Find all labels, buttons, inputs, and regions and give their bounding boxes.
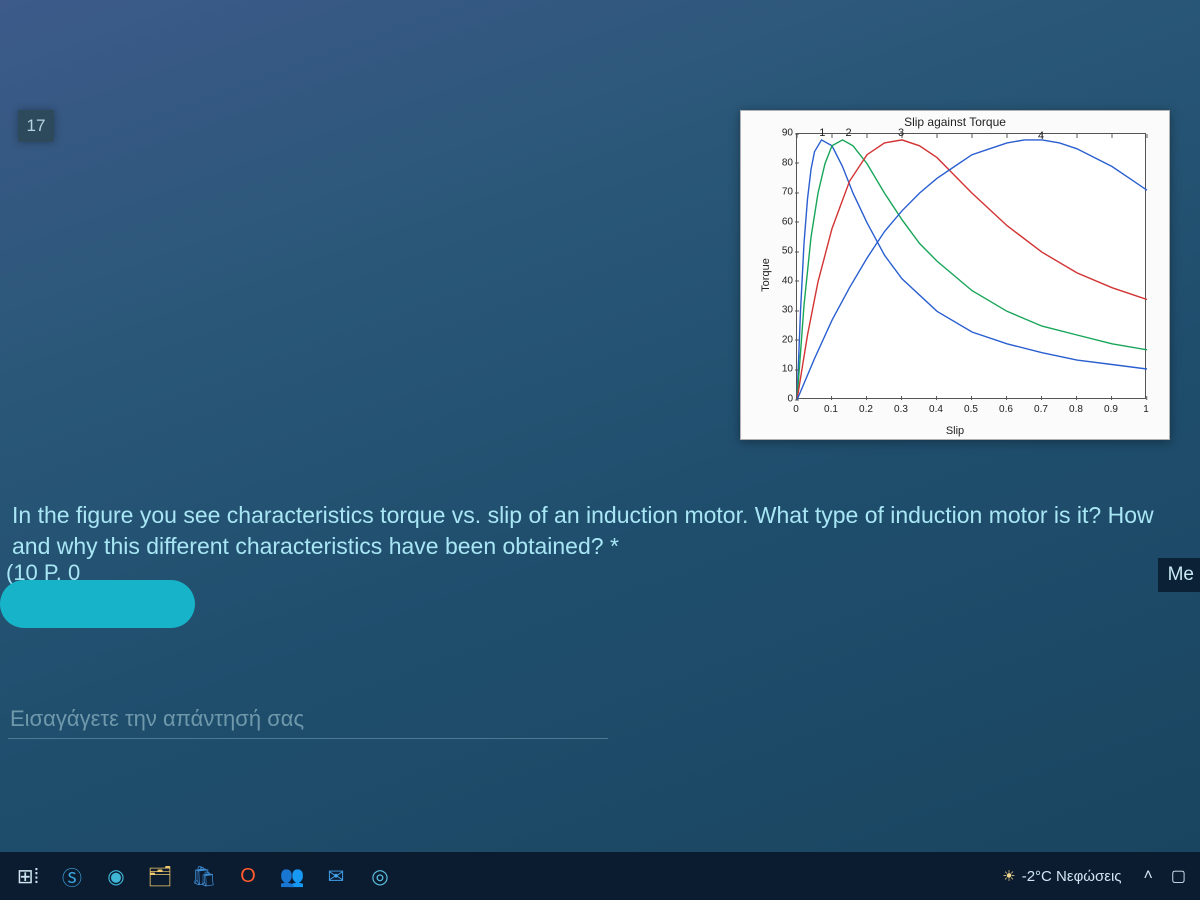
weather-text: -2°C Νεφώσεις <box>1022 868 1122 885</box>
series-2 <box>797 140 1147 400</box>
xtick: 0 <box>793 404 799 415</box>
series-1 <box>797 140 1147 400</box>
question-text: In the figure you see characteristics to… <box>12 500 1180 562</box>
teams-icon[interactable]: 👥 <box>272 856 312 896</box>
weather-widget[interactable]: ☀ -2°C Νεφώσεις <box>992 867 1131 885</box>
taskbar: ⊞⁞Ⓢ◉🗂🛍O👥✉◎ ☀ -2°C Νεφώσεις ˄ ▢ <box>0 852 1200 900</box>
ytick: 20 <box>771 334 793 345</box>
xtick: 0.4 <box>929 404 943 415</box>
xtick: 0.7 <box>1034 404 1048 415</box>
ytick: 0 <box>771 394 793 405</box>
ytick: 90 <box>771 128 793 139</box>
ytick: 80 <box>771 157 793 168</box>
xtick: 0.2 <box>859 404 873 415</box>
tray-chevron-icon[interactable]: ˄ <box>1138 867 1159 885</box>
xtick: 0.9 <box>1104 404 1118 415</box>
series-label-3: 3 <box>898 127 904 139</box>
ytick: 30 <box>771 305 793 316</box>
xtick: 1 <box>1143 404 1149 415</box>
form-area: 17 Slip against Torque Torque Slip 01020… <box>0 0 1200 852</box>
answer-input[interactable] <box>8 700 608 739</box>
ytick: 70 <box>771 187 793 198</box>
weather-icon: ☀ <box>1002 867 1015 885</box>
ytick: 60 <box>771 216 793 227</box>
ytick: 50 <box>771 246 793 257</box>
xtick: 0.6 <box>999 404 1013 415</box>
chart-title: Slip against Torque <box>741 115 1169 129</box>
edge-icon[interactable]: ◉ <box>96 856 136 896</box>
skype-icon[interactable]: Ⓢ <box>52 856 92 896</box>
xtick: 0.5 <box>964 404 978 415</box>
browser-icon[interactable]: ◎ <box>360 856 400 896</box>
chart-panel: Slip against Torque Torque Slip 01020304… <box>740 110 1170 440</box>
question-number-badge: 17 <box>18 110 54 142</box>
side-tag: Me <box>1158 558 1200 592</box>
series-label-2: 2 <box>845 127 851 139</box>
ytick: 10 <box>771 364 793 375</box>
xtick: 0.8 <box>1069 404 1083 415</box>
explorer-icon[interactable]: 🗂 <box>140 856 180 896</box>
chart-xlabel: Slip <box>741 425 1169 437</box>
office-icon[interactable]: O <box>228 856 268 896</box>
redaction-blob <box>0 580 195 628</box>
chart-svg <box>797 134 1145 398</box>
question-number: 17 <box>27 116 46 136</box>
plot-area <box>796 133 1146 399</box>
mail-icon[interactable]: ✉ <box>316 856 356 896</box>
series-3 <box>797 140 1147 400</box>
series-label-1: 1 <box>819 127 825 139</box>
series-4 <box>797 140 1147 400</box>
series-label-4: 4 <box>1038 130 1044 142</box>
store-icon[interactable]: 🛍 <box>184 856 224 896</box>
ytick: 40 <box>771 275 793 286</box>
tray-battery-icon[interactable]: ▢ <box>1165 866 1192 886</box>
task-view-icon[interactable]: ⊞⁞ <box>8 856 48 896</box>
xtick: 0.3 <box>894 404 908 415</box>
xtick: 0.1 <box>824 404 838 415</box>
